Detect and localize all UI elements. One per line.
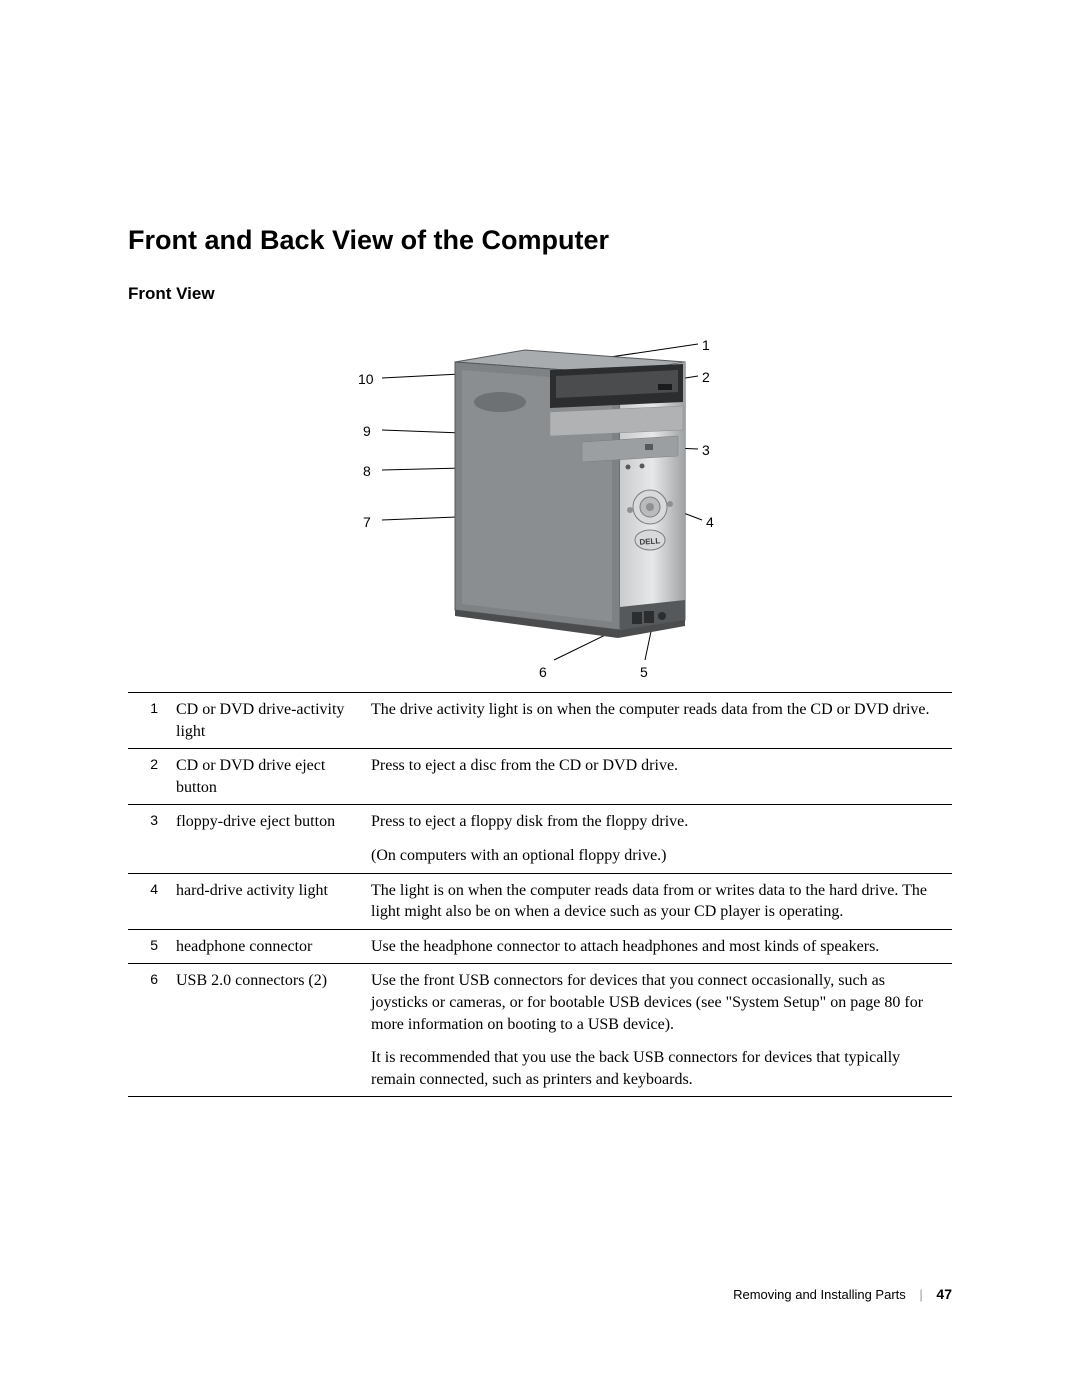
part-description: It is recommended that you use the back … xyxy=(371,1041,952,1097)
part-name xyxy=(176,839,371,873)
front-view-diagram: DELL 1 2 3 4 5 6 7 8 9 10 xyxy=(190,322,890,682)
table-row: It is recommended that you use the back … xyxy=(128,1041,952,1097)
table-row: 3floppy-drive eject buttonPress to eject… xyxy=(128,805,952,839)
part-name: floppy-drive eject button xyxy=(176,805,371,839)
footer-page-number: 47 xyxy=(936,1286,952,1302)
callout-7: 7 xyxy=(363,514,371,530)
part-name: headphone connector xyxy=(176,929,371,964)
part-description: The drive activity light is on when the … xyxy=(371,693,952,749)
part-name xyxy=(176,1041,371,1097)
table-row: 5headphone connectorUse the headphone co… xyxy=(128,929,952,964)
row-number: 3 xyxy=(128,805,176,839)
footer-section: Removing and Installing Parts xyxy=(733,1287,906,1302)
parts-table: 1CD or DVD drive-activity lightThe drive… xyxy=(128,692,952,1097)
part-description: Press to eject a disc from the CD or DVD… xyxy=(371,749,952,805)
callout-9: 9 xyxy=(363,423,371,439)
part-name: hard-drive activity light xyxy=(176,873,371,929)
callout-8: 8 xyxy=(363,463,371,479)
row-number xyxy=(128,1041,176,1097)
row-number: 6 xyxy=(128,964,176,1041)
row-number xyxy=(128,839,176,873)
callout-2: 2 xyxy=(702,369,710,385)
row-number: 2 xyxy=(128,749,176,805)
page-title: Front and Back View of the Computer xyxy=(128,225,952,256)
table-row: 1CD or DVD drive-activity lightThe drive… xyxy=(128,693,952,749)
table-row: (On computers with an optional floppy dr… xyxy=(128,839,952,873)
part-description: (On computers with an optional floppy dr… xyxy=(371,839,952,873)
row-number: 4 xyxy=(128,873,176,929)
callout-5: 5 xyxy=(640,664,648,680)
callout-1: 1 xyxy=(702,337,710,353)
callout-6: 6 xyxy=(539,664,547,680)
section-title: Front View xyxy=(128,284,952,304)
svg-text:DELL: DELL xyxy=(639,536,661,546)
footer-separator: | xyxy=(919,1287,922,1302)
callout-10: 10 xyxy=(358,371,374,387)
part-description: Press to eject a floppy disk from the fl… xyxy=(371,805,952,839)
part-name: CD or DVD drive eject button xyxy=(176,749,371,805)
computer-tower-illustration: DELL xyxy=(240,322,840,662)
callout-4: 4 xyxy=(706,514,714,530)
part-description: The light is on when the computer reads … xyxy=(371,873,952,929)
table-row: 4hard-drive activity lightThe light is o… xyxy=(128,873,952,929)
row-number: 1 xyxy=(128,693,176,749)
part-name: CD or DVD drive-activity light xyxy=(176,693,371,749)
table-row: 6USB 2.0 connectors (2)Use the front USB… xyxy=(128,964,952,1041)
table-row: 2CD or DVD drive eject buttonPress to ej… xyxy=(128,749,952,805)
part-name: USB 2.0 connectors (2) xyxy=(176,964,371,1041)
part-description: Use the headphone connector to attach he… xyxy=(371,929,952,964)
part-description: Use the front USB connectors for devices… xyxy=(371,964,952,1041)
page-footer: Removing and Installing Parts | 47 xyxy=(733,1286,952,1302)
row-number: 5 xyxy=(128,929,176,964)
callout-3: 3 xyxy=(702,442,710,458)
